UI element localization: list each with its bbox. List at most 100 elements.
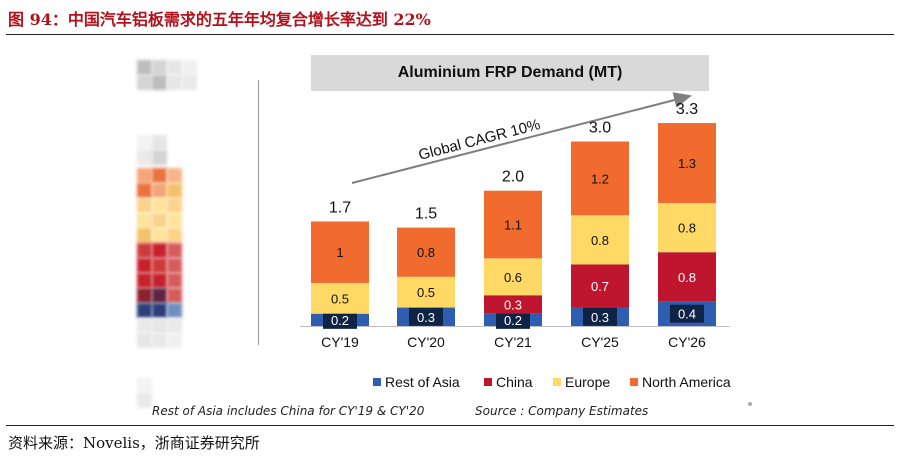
mosaic-cell bbox=[152, 135, 167, 150]
data-label-box bbox=[583, 307, 617, 326]
mosaic-cell bbox=[167, 75, 182, 90]
mosaic-cell bbox=[152, 288, 167, 303]
mosaic-cell bbox=[152, 168, 167, 183]
mosaic-cell bbox=[137, 273, 152, 288]
mosaic-cell bbox=[167, 318, 182, 333]
bottom-rule bbox=[6, 425, 894, 426]
mosaic-cell bbox=[167, 198, 182, 213]
mosaic-cell bbox=[152, 243, 167, 258]
legend-swatch bbox=[373, 378, 381, 386]
total-label: 1.5 bbox=[415, 206, 437, 223]
mosaic-cell bbox=[167, 60, 182, 75]
data-label: 1.1 bbox=[504, 218, 522, 233]
mosaic-cell bbox=[182, 60, 197, 75]
mosaic-cell bbox=[167, 288, 182, 303]
mosaic-cell bbox=[167, 258, 182, 273]
mosaic-cell bbox=[152, 150, 167, 165]
cagr-arrow bbox=[351, 92, 692, 184]
mosaic-cell bbox=[137, 288, 152, 303]
mosaic-cell bbox=[137, 243, 152, 258]
legend-label: Europe bbox=[565, 374, 610, 390]
data-label-box bbox=[409, 307, 443, 326]
legend-label: North America bbox=[642, 374, 731, 390]
category-label: CY'25 bbox=[581, 334, 619, 350]
mosaic-cell bbox=[137, 318, 152, 333]
data-label-box bbox=[323, 310, 357, 329]
mosaic-cell bbox=[137, 213, 152, 228]
mosaic-cell bbox=[152, 258, 167, 273]
legend-swatch bbox=[553, 378, 561, 386]
mosaic-cell bbox=[152, 183, 167, 198]
mosaic-cell bbox=[167, 213, 182, 228]
mosaic-cell bbox=[152, 213, 167, 228]
total-label: 3.0 bbox=[589, 120, 611, 137]
bar-segment bbox=[397, 227, 455, 277]
mosaic-cell bbox=[137, 378, 152, 393]
data-label: 0.4 bbox=[678, 307, 696, 322]
data-label: 0.7 bbox=[591, 279, 609, 294]
footnote-rest-of-asia: Rest of Asia includes China for CY'19 & … bbox=[152, 404, 425, 418]
mosaic-cell bbox=[152, 60, 167, 75]
total-label: 2.0 bbox=[502, 169, 524, 186]
mosaic-cell bbox=[137, 228, 152, 243]
data-label: 0.5 bbox=[331, 291, 349, 306]
bar-segment bbox=[658, 252, 716, 302]
category-label: CY'19 bbox=[321, 334, 359, 350]
total-label: 1.7 bbox=[329, 199, 351, 216]
data-label: 1.2 bbox=[591, 171, 609, 186]
mosaic-cell bbox=[167, 168, 182, 183]
chart-canvas: Global CAGR 10% 0.2 0.5 1 1.7 CY'19 0.3 0.5 0.8 1… bbox=[300, 92, 731, 390]
bar-segment bbox=[311, 282, 369, 314]
mosaic-cell bbox=[137, 303, 152, 318]
category-label: CY'21 bbox=[494, 334, 532, 350]
mosaic-cell bbox=[152, 198, 167, 213]
data-label: 1 bbox=[336, 245, 343, 260]
bar-segment bbox=[484, 258, 542, 296]
legend-swatch bbox=[630, 378, 638, 386]
mosaic-cell bbox=[137, 150, 152, 165]
mosaic-cell bbox=[137, 393, 152, 408]
total-label: 3.3 bbox=[676, 101, 698, 118]
footnote-source: Source : Company Estimates bbox=[475, 404, 649, 418]
mosaic-cell bbox=[152, 273, 167, 288]
category-label: CY'20 bbox=[407, 334, 445, 350]
bar-segment bbox=[484, 190, 542, 259]
mosaic-cell bbox=[167, 303, 182, 318]
mosaic-cell bbox=[137, 75, 152, 90]
mosaic-cell bbox=[137, 135, 152, 150]
mosaic-cell bbox=[167, 273, 182, 288]
mosaic-cell bbox=[167, 333, 182, 348]
data-label: 0.3 bbox=[504, 297, 522, 312]
mosaic-cell bbox=[152, 318, 167, 333]
data-label: 0.3 bbox=[591, 310, 609, 325]
data-label: 0.8 bbox=[417, 245, 435, 260]
mosaic-cell bbox=[182, 75, 197, 90]
data-label: 0.8 bbox=[591, 233, 609, 248]
bar-segment bbox=[571, 141, 629, 216]
data-label: 0.3 bbox=[417, 310, 435, 325]
data-label: 0.8 bbox=[678, 270, 696, 285]
data-label: 0.2 bbox=[504, 313, 522, 328]
mosaic-cell bbox=[152, 333, 167, 348]
bar-segment bbox=[571, 264, 629, 308]
top-rule bbox=[6, 34, 894, 35]
bar-segment bbox=[397, 276, 455, 308]
data-label-box bbox=[496, 310, 530, 329]
mosaic-cell bbox=[137, 333, 152, 348]
data-label: 0.6 bbox=[504, 270, 522, 285]
data-label: 0.5 bbox=[417, 285, 435, 300]
mosaic-cell bbox=[152, 75, 167, 90]
data-label: 0.8 bbox=[678, 221, 696, 236]
source-line: 资料来源：Novelis，浙商证券研究所 bbox=[8, 434, 260, 452]
mosaic-cell bbox=[152, 228, 167, 243]
legend-label: China bbox=[496, 374, 533, 390]
mosaic-cell bbox=[137, 168, 152, 183]
mosaic-cell bbox=[137, 198, 152, 213]
data-label: 1.3 bbox=[678, 156, 696, 171]
legend-label: Rest of Asia bbox=[385, 374, 460, 390]
mosaic-cell bbox=[167, 243, 182, 258]
mosaic-cell bbox=[137, 60, 152, 75]
legend-swatch bbox=[484, 378, 492, 386]
mosaic-cell bbox=[152, 303, 167, 318]
chart-title: Aluminium FRP Demand (MT) bbox=[311, 55, 709, 91]
